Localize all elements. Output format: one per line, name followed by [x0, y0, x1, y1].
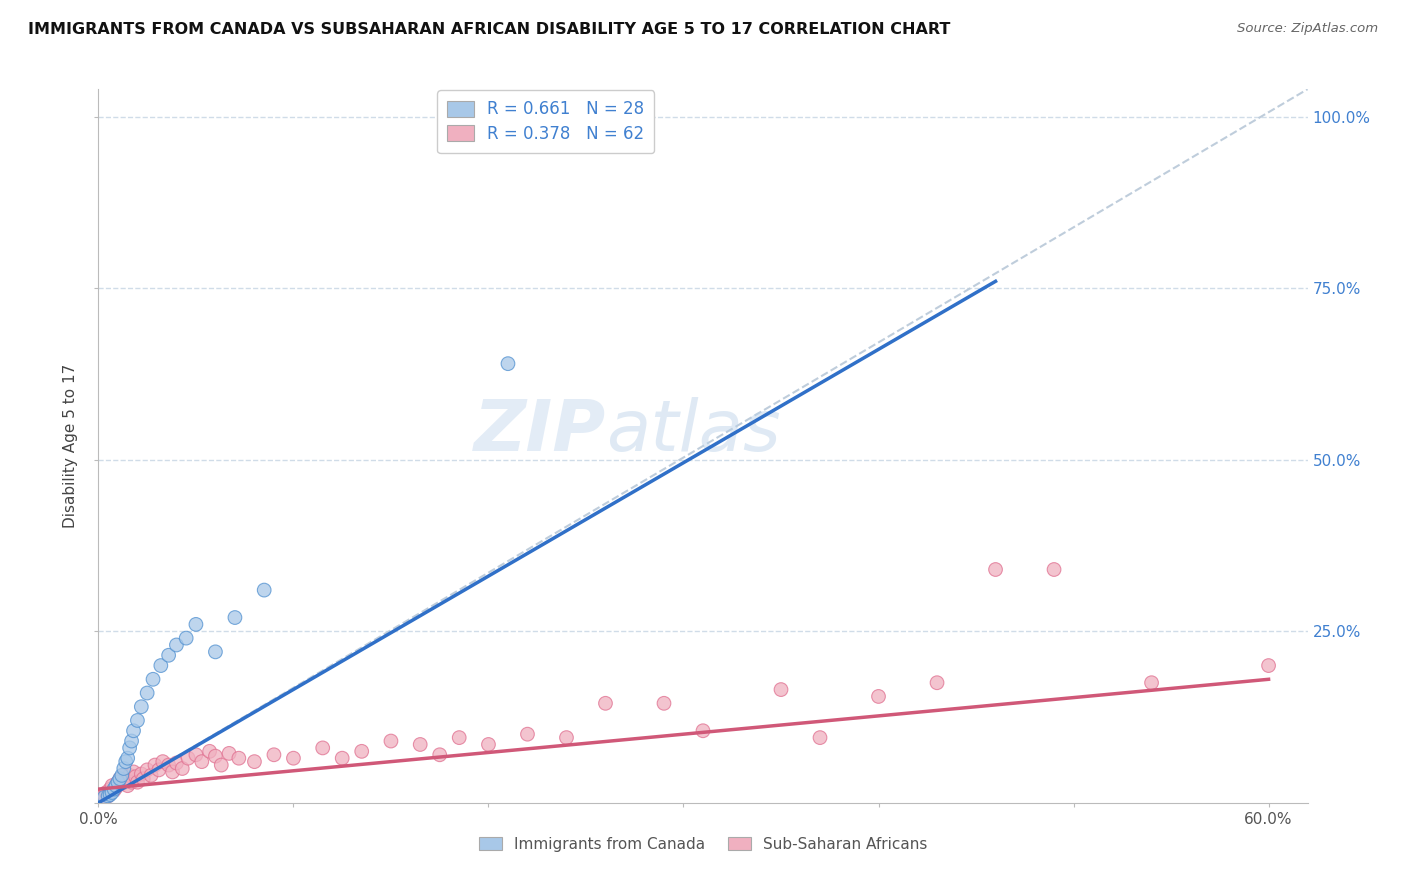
Ellipse shape: [103, 788, 117, 801]
Ellipse shape: [122, 769, 136, 782]
Ellipse shape: [560, 731, 574, 745]
Ellipse shape: [97, 790, 111, 805]
Ellipse shape: [166, 765, 180, 779]
Text: IMMIGRANTS FROM CANADA VS SUBSAHARAN AFRICAN DISABILITY AGE 5 TO 17 CORRELATION : IMMIGRANTS FROM CANADA VS SUBSAHARAN AFR…: [28, 22, 950, 37]
Ellipse shape: [696, 724, 710, 738]
Ellipse shape: [354, 745, 368, 758]
Ellipse shape: [136, 772, 150, 786]
Ellipse shape: [135, 700, 148, 714]
Ellipse shape: [117, 762, 131, 775]
Ellipse shape: [222, 747, 236, 760]
Ellipse shape: [127, 724, 141, 738]
Ellipse shape: [115, 769, 129, 782]
Ellipse shape: [141, 763, 155, 777]
Ellipse shape: [148, 758, 162, 772]
Ellipse shape: [170, 756, 183, 770]
Ellipse shape: [152, 763, 166, 777]
Ellipse shape: [146, 673, 160, 686]
Ellipse shape: [775, 682, 787, 697]
Ellipse shape: [107, 782, 121, 796]
Ellipse shape: [453, 731, 465, 745]
Text: ZIP: ZIP: [474, 397, 606, 467]
Ellipse shape: [100, 786, 112, 799]
Ellipse shape: [228, 611, 242, 624]
Ellipse shape: [111, 775, 125, 789]
Ellipse shape: [145, 769, 157, 782]
Ellipse shape: [813, 731, 827, 745]
Ellipse shape: [115, 777, 129, 790]
Ellipse shape: [125, 775, 138, 789]
Ellipse shape: [257, 583, 271, 597]
Ellipse shape: [162, 758, 176, 772]
Ellipse shape: [336, 751, 349, 765]
Ellipse shape: [1144, 676, 1159, 690]
Ellipse shape: [141, 686, 155, 700]
Ellipse shape: [101, 789, 115, 803]
Ellipse shape: [110, 780, 122, 795]
Ellipse shape: [384, 734, 398, 747]
Ellipse shape: [988, 563, 1002, 576]
Ellipse shape: [120, 772, 132, 786]
Ellipse shape: [135, 767, 148, 780]
Ellipse shape: [520, 727, 534, 741]
Ellipse shape: [208, 749, 222, 763]
Ellipse shape: [190, 747, 202, 762]
Ellipse shape: [122, 741, 136, 755]
Ellipse shape: [129, 770, 142, 783]
Ellipse shape: [111, 775, 125, 789]
Ellipse shape: [97, 788, 111, 801]
Ellipse shape: [181, 751, 195, 765]
Ellipse shape: [105, 786, 120, 799]
Y-axis label: Disability Age 5 to 17: Disability Age 5 to 17: [63, 364, 79, 528]
Text: Source: ZipAtlas.com: Source: ZipAtlas.com: [1237, 22, 1378, 36]
Ellipse shape: [1047, 563, 1062, 576]
Text: atlas: atlas: [606, 397, 780, 467]
Ellipse shape: [112, 772, 127, 786]
Ellipse shape: [482, 738, 495, 751]
Ellipse shape: [316, 741, 329, 755]
Ellipse shape: [170, 638, 183, 652]
Ellipse shape: [501, 357, 515, 370]
Ellipse shape: [599, 697, 613, 710]
Ellipse shape: [267, 747, 281, 762]
Ellipse shape: [247, 755, 262, 769]
Ellipse shape: [287, 751, 301, 765]
Ellipse shape: [1261, 658, 1275, 673]
Ellipse shape: [105, 779, 120, 792]
Ellipse shape: [433, 747, 447, 762]
Ellipse shape: [180, 632, 193, 645]
Ellipse shape: [872, 690, 886, 703]
Ellipse shape: [121, 751, 135, 765]
Ellipse shape: [202, 745, 217, 758]
Ellipse shape: [155, 658, 167, 673]
Ellipse shape: [190, 617, 202, 632]
Ellipse shape: [156, 755, 170, 769]
Ellipse shape: [215, 758, 228, 772]
Ellipse shape: [125, 734, 138, 747]
Ellipse shape: [657, 697, 671, 710]
Ellipse shape: [208, 645, 222, 658]
Ellipse shape: [232, 751, 246, 765]
Ellipse shape: [131, 775, 145, 789]
Ellipse shape: [131, 714, 145, 727]
Ellipse shape: [176, 762, 190, 775]
Ellipse shape: [120, 755, 132, 769]
Ellipse shape: [101, 789, 115, 803]
Legend: Immigrants from Canada, Sub-Saharan Africans: Immigrants from Canada, Sub-Saharan Afri…: [471, 829, 935, 859]
Ellipse shape: [112, 772, 127, 786]
Ellipse shape: [103, 782, 117, 796]
Ellipse shape: [127, 765, 141, 779]
Ellipse shape: [96, 789, 110, 803]
Ellipse shape: [107, 783, 121, 797]
Ellipse shape: [121, 779, 135, 792]
Ellipse shape: [117, 769, 131, 782]
Ellipse shape: [195, 755, 208, 769]
Ellipse shape: [110, 779, 122, 792]
Ellipse shape: [162, 648, 176, 662]
Ellipse shape: [931, 676, 943, 690]
Ellipse shape: [413, 738, 427, 751]
